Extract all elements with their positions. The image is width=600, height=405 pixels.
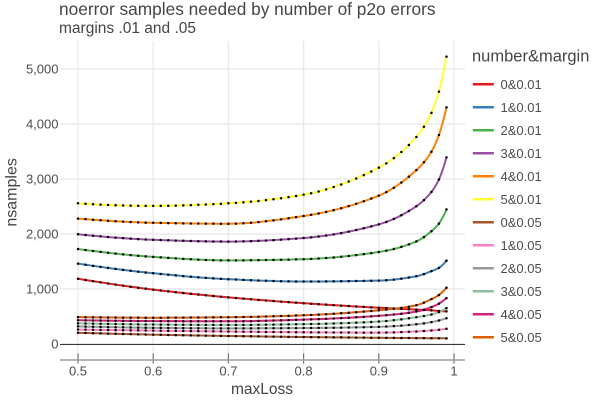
svg-text:0&0.05: 0&0.05 — [501, 215, 542, 230]
svg-text:0.7: 0.7 — [219, 363, 237, 378]
svg-text:4&0.05: 4&0.05 — [501, 307, 542, 322]
svg-text:5&0.01: 5&0.01 — [501, 192, 542, 207]
svg-text:2,000: 2,000 — [26, 227, 59, 242]
svg-text:0.9: 0.9 — [370, 363, 388, 378]
svg-text:noerror samples needed by numb: noerror samples needed by number of p2o … — [59, 0, 436, 19]
svg-text:4,000: 4,000 — [26, 117, 59, 132]
svg-text:number&margin: number&margin — [472, 48, 589, 66]
svg-text:maxLoss: maxLoss — [231, 381, 293, 398]
svg-text:0: 0 — [51, 337, 58, 352]
svg-text:nsamples: nsamples — [4, 158, 21, 226]
svg-text:2&0.05: 2&0.05 — [501, 261, 542, 276]
svg-text:0.5: 0.5 — [69, 363, 87, 378]
svg-text:3&0.05: 3&0.05 — [501, 284, 542, 299]
svg-text:1&0.01: 1&0.01 — [501, 100, 542, 115]
svg-text:3,000: 3,000 — [26, 172, 59, 187]
svg-text:4&0.01: 4&0.01 — [501, 169, 542, 184]
svg-text:0.8: 0.8 — [295, 363, 313, 378]
svg-text:1&0.05: 1&0.05 — [501, 238, 542, 253]
svg-text:1: 1 — [450, 363, 457, 378]
svg-text:0.6: 0.6 — [144, 363, 162, 378]
svg-text:5&0.05: 5&0.05 — [501, 330, 542, 345]
svg-text:3&0.01: 3&0.01 — [501, 146, 542, 161]
svg-text:0&0.01: 0&0.01 — [501, 77, 542, 92]
svg-text:2&0.01: 2&0.01 — [501, 123, 542, 138]
svg-text:5,000: 5,000 — [26, 62, 59, 77]
svg-text:1,000: 1,000 — [26, 282, 59, 297]
svg-text:margins .01 and .05: margins .01 and .05 — [59, 20, 196, 37]
